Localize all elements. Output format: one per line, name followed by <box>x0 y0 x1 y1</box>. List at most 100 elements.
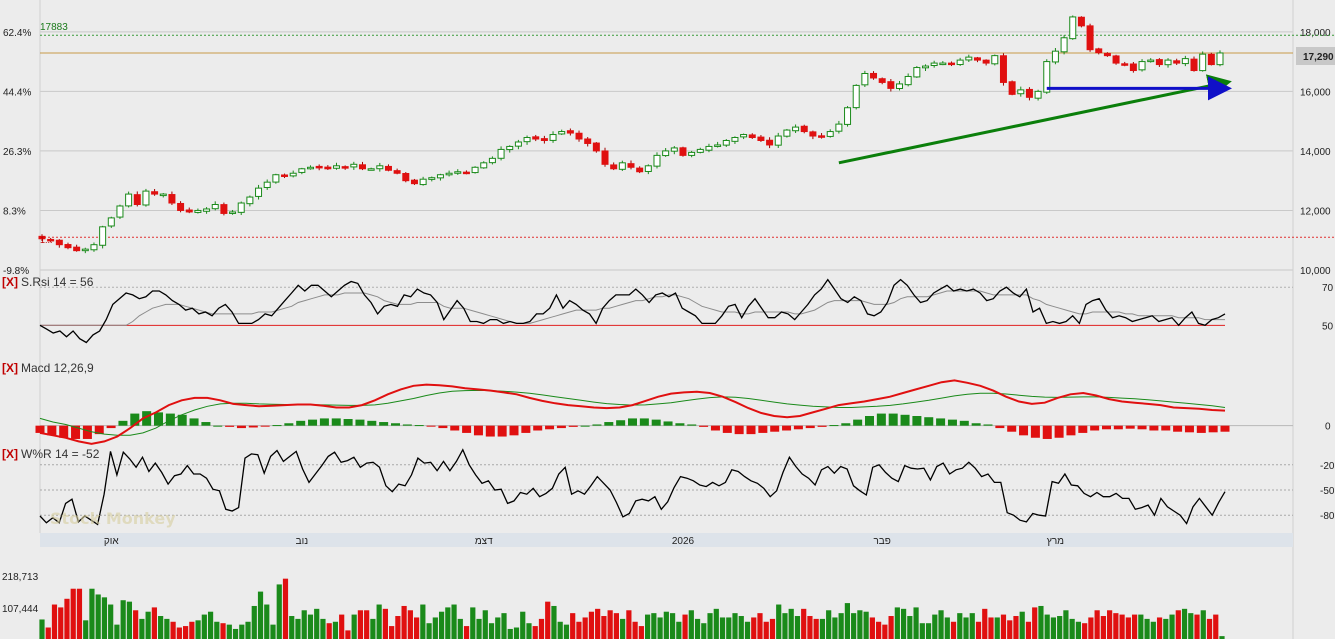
volume-bar <box>189 621 195 639</box>
candle-body <box>1173 60 1181 64</box>
candle-body <box>159 193 167 197</box>
macd-close-button[interactable]: [X] <box>2 361 18 375</box>
candle-body <box>298 168 306 173</box>
macd-histogram-bar <box>331 418 341 426</box>
volume-bar <box>632 621 638 639</box>
volume-bar <box>232 628 239 639</box>
macd-histogram-bar <box>1208 425 1218 433</box>
macd-histogram-bar <box>710 425 720 431</box>
volume-tick-label: 107,444 <box>2 604 39 615</box>
candle-body <box>341 166 349 169</box>
macd-histogram-bar <box>687 424 697 426</box>
candle-body <box>973 57 981 61</box>
volume-bar <box>401 605 407 639</box>
candle-body <box>1216 52 1224 66</box>
volume-bar <box>732 613 738 639</box>
volume-bar <box>1019 611 1025 639</box>
candle-body <box>1112 55 1120 64</box>
volume-bar <box>1032 607 1038 639</box>
volume-bar <box>863 611 869 639</box>
candle-body <box>246 196 254 205</box>
candle-body <box>272 174 280 183</box>
volume-bar <box>782 613 788 639</box>
macd-histogram-bar <box>450 425 460 431</box>
volume-bar <box>1082 623 1088 639</box>
candle-body <box>644 165 652 172</box>
volume-bar <box>694 618 701 639</box>
candle-body <box>731 137 739 142</box>
volume-bar <box>925 623 932 639</box>
macd-histogram-bar <box>699 425 709 427</box>
volume-bar <box>438 611 445 639</box>
macd-histogram-bar <box>533 425 543 431</box>
volume-bar <box>638 626 644 639</box>
volume-bar <box>58 607 64 639</box>
volume-bar <box>570 613 576 639</box>
candle-body <box>220 204 228 214</box>
volume-bar <box>70 588 76 639</box>
volume-bar <box>1125 617 1131 639</box>
volume-bar <box>445 607 451 639</box>
candle-body <box>1190 58 1198 72</box>
volume-bar <box>563 624 570 639</box>
volume-bar <box>513 627 520 639</box>
volume-bar <box>676 621 682 639</box>
volume-bar <box>1107 610 1113 639</box>
volume-bar <box>919 623 925 639</box>
price-right-axis: 18,000 16,000 14,000 12,000 10,000 <box>1300 28 1331 277</box>
volume-bar <box>807 616 813 639</box>
macd-histogram-bar <box>841 423 851 426</box>
macd-histogram-bar <box>118 420 128 426</box>
x-axis-label: 2026 <box>672 536 695 547</box>
macd-histogram-bar <box>94 425 104 435</box>
candle-body <box>592 142 600 152</box>
volume-bar <box>451 604 457 639</box>
candle-body <box>177 202 185 211</box>
macd-histogram-bar <box>639 418 649 426</box>
candle-body <box>922 65 929 69</box>
volume-bar <box>207 611 214 639</box>
candle-body <box>575 132 583 140</box>
volume-bar <box>520 611 526 639</box>
volume-bar <box>1094 610 1100 639</box>
macd-histogram-bar <box>580 425 590 427</box>
volume-bar <box>1156 617 1163 639</box>
volume-bar <box>501 613 507 639</box>
macd-histogram-bar <box>1042 425 1052 439</box>
rsi-close-button[interactable]: [X] <box>2 275 18 289</box>
volume-bar <box>963 617 969 639</box>
volume-bar <box>794 616 801 639</box>
candle-body <box>211 204 219 210</box>
wr-close-button[interactable]: [X] <box>2 447 18 461</box>
macd-histogram-bar <box>936 418 946 426</box>
candle-body <box>662 150 670 157</box>
volume-bar <box>158 616 164 639</box>
macd-histogram-bar <box>545 425 555 430</box>
volume-bar <box>1131 614 1138 639</box>
candle-body <box>705 145 713 151</box>
trend-arrow <box>838 74 1232 165</box>
macd-histogram-bar <box>201 422 211 426</box>
macd-histogram-bar <box>47 425 57 436</box>
volume-bar <box>663 611 669 639</box>
macd-histogram-bar <box>426 425 436 427</box>
candle-body <box>1147 59 1155 63</box>
volume-bar <box>932 614 938 639</box>
candle-body <box>783 129 791 137</box>
volume-bar <box>45 627 51 639</box>
macd-histogram-bar <box>1161 425 1171 431</box>
candle-body <box>454 171 462 174</box>
percent-tick-label: 26.3% <box>3 147 31 158</box>
macd-histogram-bar <box>663 421 673 426</box>
candle-body <box>757 136 765 141</box>
macd-histogram-bar <box>130 413 140 426</box>
macd-histogram-bar <box>912 416 922 426</box>
volume-tick-label: 218,713 <box>2 572 39 583</box>
candle-body <box>956 59 964 66</box>
wr-tick-label: -80 <box>1320 511 1335 522</box>
candle-body <box>887 81 895 89</box>
candle-body <box>584 138 592 144</box>
candle-body <box>1025 88 1033 98</box>
x-axis-label: נוב <box>296 536 309 547</box>
